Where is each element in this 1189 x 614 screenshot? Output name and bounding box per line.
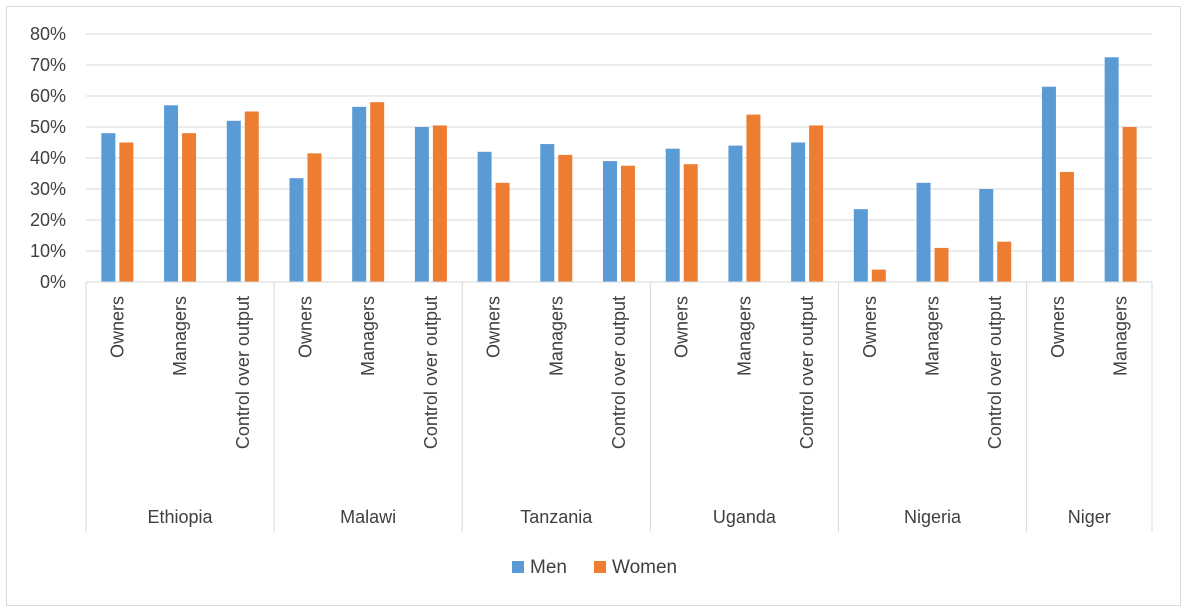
bar-women [1059,171,1074,282]
bar-women [746,114,761,282]
y-tick-label: 0% [40,272,66,292]
group-label: Nigeria [904,507,962,527]
bar-men [101,133,116,282]
legend: Men Women [512,557,677,578]
bar-women [683,164,698,282]
category-label: Managers [546,296,566,376]
bar-men [665,148,680,282]
category-label: Managers [734,296,754,376]
category-label: Owners [107,296,127,358]
bar-men [853,209,868,282]
bar-men [916,182,931,282]
group-label: Uganda [713,507,777,527]
category-label: Managers [1111,296,1131,376]
bar-women [871,269,886,282]
category-label: Control over output [609,296,629,449]
bar-men [540,144,555,282]
bar-men [1104,57,1119,282]
legend-label-men: Men [530,557,567,578]
y-tick-label: 20% [30,210,66,230]
bar-men [791,142,806,282]
legend-label-women: Women [612,557,677,578]
category-label: Managers [358,296,378,376]
y-tick-label: 30% [30,179,66,199]
bar-women [182,133,197,282]
bar-men [289,178,304,282]
category-label: Owners [672,296,692,358]
group-label: Niger [1068,507,1111,527]
category-label: Owners [1048,296,1068,358]
category-label: Owners [860,296,880,358]
group-label: Tanzania [520,507,593,527]
legend-swatch-women [594,561,606,573]
category-label: Managers [923,296,943,376]
y-tick-label: 10% [30,241,66,261]
y-tick-label: 70% [30,55,66,75]
bar-men [352,106,367,282]
bars [101,57,1137,282]
bar-women [997,241,1012,282]
group-label: Malawi [340,507,396,527]
bar-women [495,182,510,282]
bar-women [307,153,322,282]
bar-men [1041,86,1056,282]
bar-women [119,142,134,282]
group-label: Ethiopia [148,507,214,527]
category-label: Control over output [421,296,441,449]
chart-frame [6,6,1181,606]
y-axis-tick-labels: 0% 10% 20% 30% 40% 50% 60% 70% 80% [30,24,66,292]
bar-men [603,161,617,282]
y-tick-label: 80% [30,24,66,44]
bar-men [979,189,994,282]
bar-women [558,154,573,282]
bar-women [370,102,385,282]
category-label: Control over output [985,296,1005,449]
y-tick-label: 40% [30,148,66,168]
bar-women [809,125,824,282]
category-label: Managers [170,296,190,376]
bar-women [934,247,949,282]
bar-women [432,125,447,282]
category-label: Owners [484,296,504,358]
x-axis: Owners Managers Control over output Owners M… [85,281,1153,532]
category-label: Control over output [233,296,253,449]
bar-men [477,151,492,282]
bar-men [226,120,241,282]
bar-women [1122,127,1137,282]
y-tick-label: 60% [30,86,66,106]
legend-swatch-men [512,561,524,573]
bar-men [414,127,429,282]
bar-men [728,145,743,282]
bar-women [244,111,259,282]
category-label: Control over output [797,296,817,449]
category-label: Owners [295,296,315,358]
y-tick-label: 50% [30,117,66,137]
bar-women [621,165,635,282]
bar-men [164,105,179,282]
